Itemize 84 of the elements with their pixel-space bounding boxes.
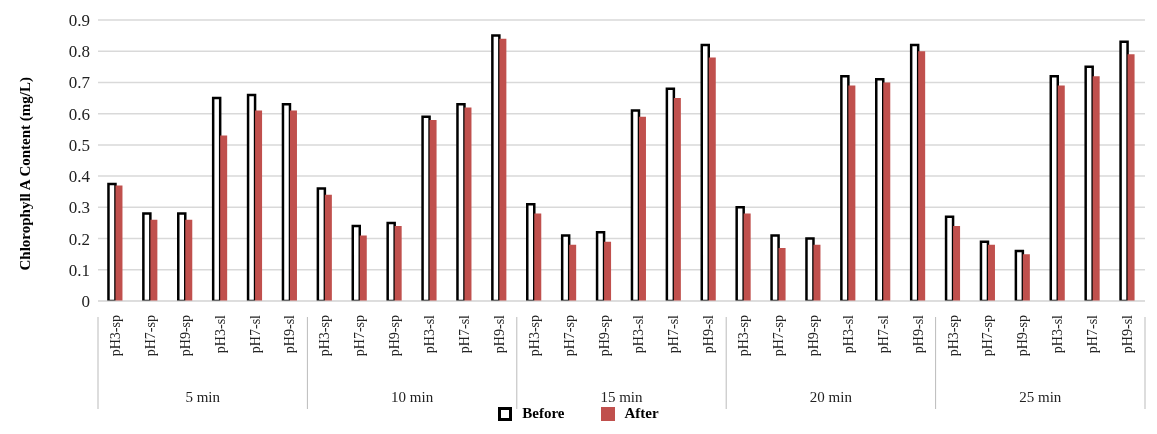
text: 15 min — [600, 389, 644, 405]
text: 25 min — [1019, 389, 1062, 405]
x-tick-label: pH3-sp — [526, 315, 542, 357]
bar — [569, 244, 577, 301]
y-tick-label: 0.5 — [68, 135, 90, 155]
y-tick-label: 0.9 — [68, 11, 90, 31]
bar — [150, 219, 158, 301]
x-tick-label: pH9-sp — [805, 315, 821, 357]
bar — [1022, 254, 1030, 301]
y-tick-label: 0.2 — [68, 229, 90, 249]
x-tick-label: pH7-sp — [142, 315, 158, 357]
bar — [255, 110, 263, 301]
legend-label: Before — [521, 405, 565, 422]
text: 5 min — [185, 389, 221, 405]
bar — [534, 213, 542, 301]
bar — [848, 85, 856, 301]
x-tick-label: pH3-sl — [631, 314, 647, 354]
bar — [1127, 54, 1135, 301]
x-tick-label: pH3-sl — [840, 314, 856, 354]
bar — [743, 213, 751, 301]
x-tick-label: pH9-sl — [701, 314, 717, 354]
x-tick-label: pH3-sp — [736, 315, 752, 357]
bar — [464, 107, 472, 301]
x-tick-label: pH9-sl — [491, 314, 507, 354]
x-tick-label: pH7-sp — [561, 315, 577, 357]
x-tick-label: pH9-sl — [282, 314, 298, 354]
bar — [953, 226, 961, 301]
y-axis-title: Chlorophyll A Content (mg/L) — [17, 77, 35, 271]
bar — [604, 241, 612, 301]
x-tick-label: pH9-sp — [177, 315, 193, 357]
bar — [359, 235, 367, 301]
bar — [115, 185, 123, 301]
bar — [883, 82, 891, 301]
bar — [185, 219, 193, 301]
y-tick-label: 0.6 — [68, 104, 90, 124]
bar — [421, 115, 431, 301]
x-tick-label: pH7-sp — [771, 315, 787, 357]
x-tick-label: pH9-sp — [596, 315, 612, 357]
x-tick-label: pH3-sp — [945, 315, 961, 357]
bar — [289, 110, 297, 301]
bar — [770, 234, 780, 301]
legend-label: After — [623, 405, 659, 422]
bar — [324, 194, 332, 301]
bar — [499, 38, 507, 301]
bar — [673, 98, 681, 301]
x-tick-label: pH7-sp — [352, 315, 368, 357]
x-tick-label: pH3-sp — [317, 315, 333, 357]
y-tick-label: 0.3 — [68, 198, 90, 218]
bar — [394, 226, 402, 301]
x-tick-label: pH7-sl — [666, 314, 682, 354]
x-tick-label: pH7-sl — [875, 314, 891, 354]
bar — [1092, 76, 1100, 301]
bar — [1057, 85, 1065, 301]
x-tick-label: pH9-sl — [1120, 314, 1136, 354]
x-tick-label: pH9-sl — [910, 314, 926, 354]
x-tick-label: pH3-sl — [1050, 314, 1066, 354]
x-tick-label: pH7-sl — [1085, 314, 1101, 354]
bar — [987, 244, 995, 301]
text: 10 min — [391, 389, 434, 405]
x-tick-label: pH7-sp — [980, 315, 996, 357]
x-tick-label: pH3-sl — [422, 314, 438, 354]
bar — [708, 57, 716, 301]
x-tick-label: pH3-sp — [107, 315, 123, 357]
bar — [220, 135, 228, 301]
text: 20 min — [809, 389, 853, 405]
y-tick-label: 0.1 — [68, 260, 90, 280]
y-tick-label: 0 — [81, 292, 90, 312]
y-tick-label: 0.7 — [68, 73, 91, 93]
bar — [638, 116, 646, 301]
x-tick-label: pH7-sl — [456, 314, 472, 354]
bar — [386, 221, 396, 301]
bar — [735, 206, 745, 301]
bar — [1119, 40, 1129, 301]
bar — [918, 51, 926, 301]
x-tick-label: pH7-sl — [247, 314, 263, 354]
bar — [1084, 65, 1094, 301]
y-tick-label: 0.4 — [68, 167, 91, 187]
bar — [429, 119, 437, 301]
x-tick-label: pH9-sp — [1015, 315, 1031, 357]
x-tick-label: pH3-sl — [212, 314, 228, 354]
x-tick-label: pH9-sp — [387, 315, 403, 357]
bar — [778, 247, 786, 301]
y-tick-label: 0.8 — [68, 42, 90, 62]
bar — [813, 244, 821, 301]
